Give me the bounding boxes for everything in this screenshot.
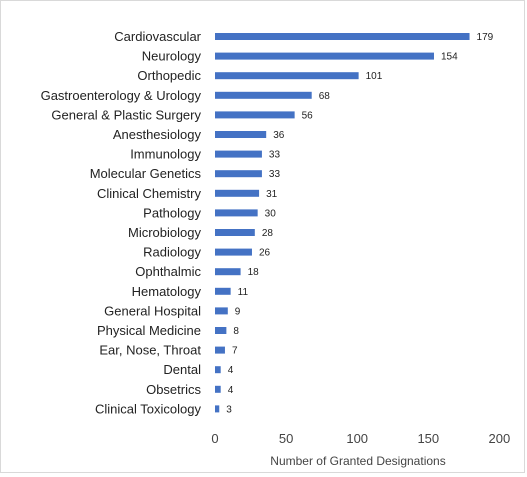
bar (215, 268, 241, 276)
category-label: Anesthesiology (113, 127, 202, 142)
x-tick-label: 0 (211, 431, 218, 446)
value-label: 11 (238, 287, 249, 298)
value-label: 179 (477, 32, 494, 43)
category-labels: Cardiovascular Neurology Orthopedic Gastroe… (41, 29, 202, 416)
value-label: 154 (441, 52, 458, 63)
bar (215, 150, 262, 158)
value-label: 36 (273, 130, 285, 141)
category-label: Neurology (142, 49, 202, 64)
x-tick-labels: 0 50 100 150 200 (211, 431, 510, 446)
bar (215, 189, 260, 197)
bars (215, 33, 470, 413)
x-tick-label: 50 (279, 431, 293, 446)
category-label: General & Plastic Surgery (51, 107, 201, 122)
category-label: Gastroenterology & Urology (41, 88, 202, 103)
value-label: 4 (228, 385, 234, 396)
value-label: 28 (262, 228, 274, 239)
value-labels: 179 154 101 68 56 36 33 33 31 30 28 26 18 11 9 8 7 4 4 3 (226, 32, 493, 415)
value-label: 9 (235, 306, 241, 317)
bar (215, 131, 267, 138)
x-axis-title: Number of Granted Designations (270, 454, 445, 468)
bar (215, 287, 231, 295)
value-label: 26 (259, 248, 271, 259)
value-label: 18 (248, 267, 260, 278)
category-label: Microbiology (128, 225, 201, 240)
value-label: 33 (269, 150, 281, 161)
category-label: Cardiovascular (114, 29, 201, 44)
category-label: Clinical Chemistry (97, 186, 202, 201)
value-label: 56 (302, 110, 314, 121)
bar (215, 72, 359, 80)
category-label: Obsetrics (146, 382, 201, 397)
value-label: 31 (266, 189, 278, 200)
value-label: 4 (228, 365, 234, 376)
category-label: Pathology (143, 205, 201, 220)
value-label: 7 (232, 346, 238, 357)
bar (215, 229, 255, 236)
category-label: Hematology (132, 284, 202, 299)
category-label: Immunology (130, 147, 201, 162)
bar (215, 248, 252, 256)
x-tick-label: 100 (346, 431, 368, 446)
bar (215, 405, 220, 413)
bar (215, 170, 262, 178)
category-label: Radiology (143, 245, 201, 260)
bar (215, 33, 470, 40)
value-label: 3 (226, 404, 232, 415)
category-label: Clinical Toxicology (95, 401, 201, 416)
bar (215, 327, 227, 334)
category-label: Dental (163, 362, 201, 377)
x-tick-label: 150 (417, 431, 439, 446)
bar (215, 111, 295, 119)
category-label: Ophthalmic (135, 264, 201, 279)
bar (215, 385, 221, 393)
x-tick-label: 200 (489, 431, 511, 446)
bar (215, 307, 228, 315)
category-label: Orthopedic (137, 68, 201, 83)
value-label: 68 (319, 91, 331, 102)
category-label: Physical Medicine (97, 323, 201, 338)
value-label: 33 (269, 169, 281, 180)
value-label: 8 (233, 326, 239, 337)
bar (215, 91, 312, 99)
category-label: Molecular Genetics (90, 166, 202, 181)
bar (215, 52, 434, 60)
bar (215, 209, 258, 217)
value-label: 101 (366, 71, 383, 82)
category-label: General Hospital (104, 303, 201, 318)
value-label: 30 (265, 208, 277, 219)
category-label: Ear, Nose, Throat (99, 343, 201, 358)
bar (215, 346, 225, 354)
bar (215, 366, 221, 374)
